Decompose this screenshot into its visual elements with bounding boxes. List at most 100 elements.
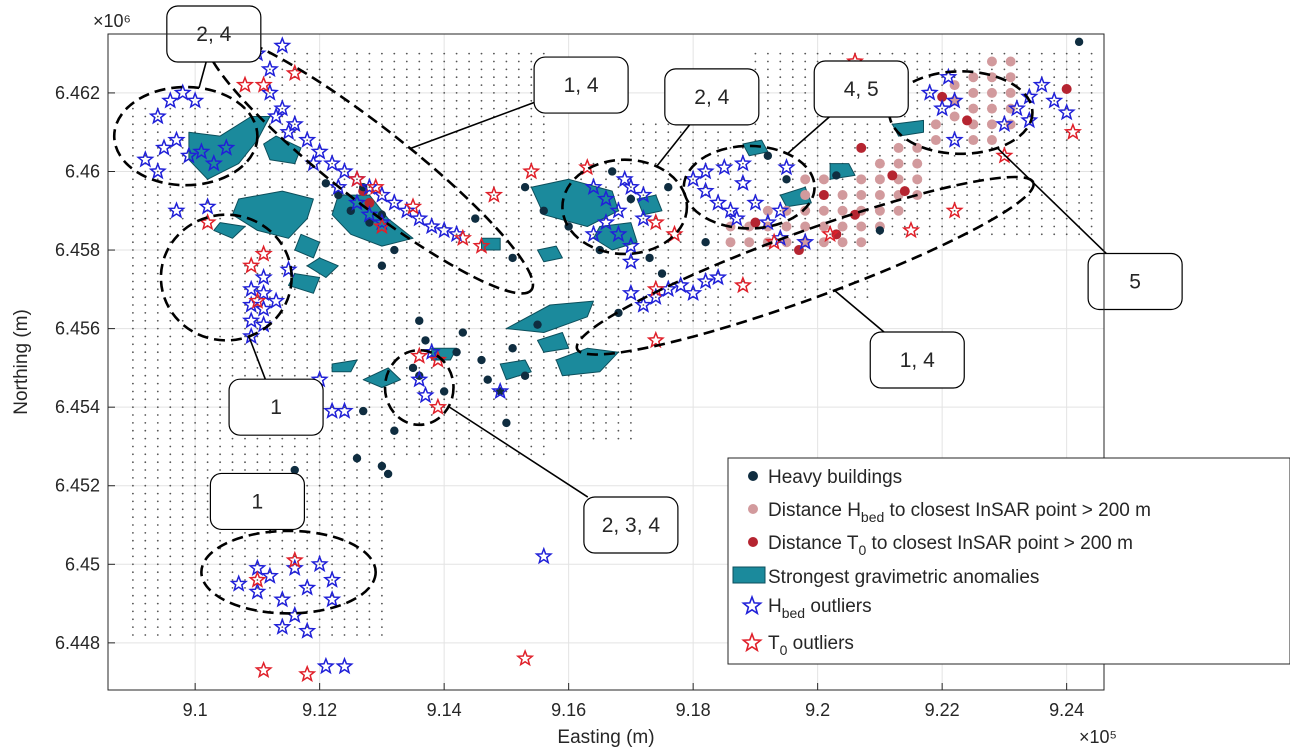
sample-grid-point: [804, 52, 807, 55]
sample-grid-point: [854, 123, 856, 126]
sample-grid-point: [219, 398, 222, 401]
sample-grid-point: [1003, 99, 1006, 102]
sample-grid-point: [480, 52, 483, 55]
sample-grid-point: [343, 571, 346, 574]
sample-grid-point: [829, 272, 831, 275]
sample-grid-point: [654, 186, 657, 189]
sample-grid-point: [132, 194, 134, 197]
sample-grid-point: [381, 634, 383, 636]
sample-grid-point: [132, 484, 134, 487]
sample-grid-point: [144, 414, 147, 416]
sample-grid-point: [405, 194, 408, 197]
sample-grid-point: [991, 233, 993, 236]
sample-grid-point: [194, 178, 197, 181]
sample-grid-point: [368, 461, 371, 464]
y-tick-label: 6.45: [65, 554, 100, 574]
sample-grid-point: [953, 209, 956, 212]
sample-grid-point: [181, 343, 184, 346]
sample-grid-point: [219, 280, 222, 283]
sample-grid-point: [530, 209, 533, 212]
sample-grid-point: [767, 288, 769, 291]
sample-grid-point: [343, 594, 346, 597]
sample-grid-point: [542, 225, 545, 228]
sample-grid-point: [928, 162, 931, 165]
sample-grid-point: [418, 217, 421, 220]
sample-grid-point: [331, 225, 333, 228]
sample-grid-point: [854, 154, 856, 157]
sample-grid-point: [331, 123, 333, 126]
sample-grid-point: [1053, 52, 1056, 55]
sample-grid-point: [1003, 162, 1006, 165]
t0-outlier-point: [484, 185, 504, 203]
sample-grid-point: [293, 351, 296, 354]
sample-grid-point: [206, 429, 209, 432]
sample-grid-point: [144, 461, 147, 464]
sample-grid-point: [381, 154, 383, 157]
sample-grid-point: [642, 233, 645, 236]
sample-grid-point: [331, 249, 333, 251]
sample-grid-point: [169, 618, 172, 621]
sample-grid-point: [393, 178, 396, 181]
sample-grid-point: [244, 186, 246, 189]
sample-grid-point: [468, 233, 470, 236]
sample-grid-point: [630, 312, 632, 314]
heavy-building-point: [377, 461, 387, 471]
sample-grid-point: [244, 194, 246, 197]
sample-grid-point: [393, 398, 396, 401]
sample-grid-point: [866, 225, 869, 228]
sample-grid-point: [418, 147, 421, 149]
sample-grid-point: [480, 453, 483, 456]
hbed-outlier-point: [385, 193, 404, 211]
sample-grid-point: [269, 359, 271, 361]
x-tick-label: 9.14: [427, 700, 462, 720]
sample-grid-point: [132, 571, 134, 574]
sample-grid-point: [356, 327, 358, 330]
sample-grid-point: [293, 343, 296, 346]
sample-grid-point: [1090, 107, 1093, 110]
sample-grid-point: [505, 76, 508, 79]
sample-grid-point: [1065, 147, 1068, 149]
sample-grid-point: [443, 99, 446, 102]
sample-grid-point: [356, 249, 358, 251]
sample-grid-point: [667, 139, 670, 142]
sample-grid-point: [704, 202, 707, 204]
y-tick-label: 6.462: [55, 83, 100, 103]
sample-grid-point: [194, 115, 197, 118]
hbed-distance-point: [986, 103, 997, 114]
sample-grid-point: [331, 626, 333, 628]
sample-grid-point: [779, 60, 782, 63]
sample-grid-point: [156, 422, 159, 424]
sample-grid-point: [767, 52, 769, 55]
sample-grid-point: [181, 422, 184, 424]
sample-grid-point: [555, 374, 558, 377]
sample-grid-point: [194, 272, 197, 275]
sample-grid-point: [1003, 225, 1006, 228]
x-tick-label: 9.24: [1049, 700, 1084, 720]
sample-grid-point: [779, 131, 782, 134]
sample-grid-point: [144, 382, 147, 385]
sample-grid-point: [717, 147, 719, 149]
sample-grid-point: [144, 178, 147, 181]
sample-grid-point: [729, 233, 732, 236]
sample-grid-point: [244, 532, 246, 534]
sample-grid-point: [654, 296, 657, 299]
sample-grid-point: [331, 634, 333, 636]
sample-grid-point: [405, 178, 408, 181]
sample-grid-point: [1040, 217, 1043, 220]
sample-grid-point: [916, 99, 919, 102]
sample-grid-point: [368, 547, 371, 550]
sample-grid-point: [941, 68, 943, 71]
sample-grid-point: [443, 414, 446, 416]
sample-grid-point: [966, 76, 968, 79]
sample-grid-point: [368, 469, 371, 471]
sample-grid-point: [1065, 209, 1068, 212]
sample-grid-point: [1090, 52, 1093, 55]
sample-grid-point: [368, 594, 371, 597]
sample-grid-point: [306, 115, 309, 118]
sample-grid-point: [455, 367, 458, 369]
sample-grid-point: [679, 202, 682, 204]
sample-grid-point: [455, 335, 458, 338]
sample-grid-point: [430, 131, 433, 134]
sample-grid-point: [891, 52, 894, 55]
heavy-building-point: [439, 387, 449, 396]
